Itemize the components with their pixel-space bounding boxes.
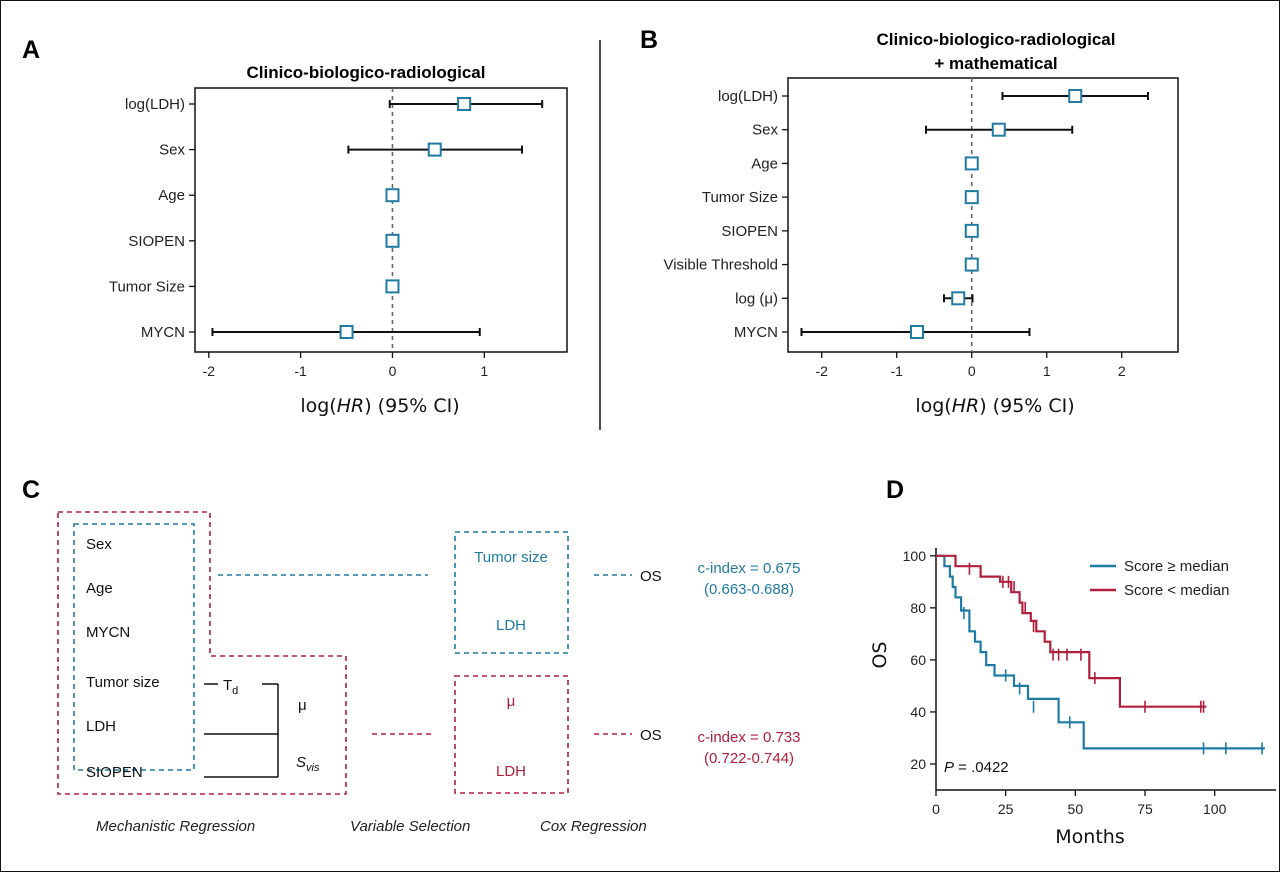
forest-b-estimate-marker (991, 122, 1006, 137)
forest-a-title: Clinico-biologico-radiological (247, 63, 486, 82)
forest-a-x-tick-label: 0 (389, 363, 397, 379)
km-plot: 20 40 60 80 100 0 25 50 75 100 Score ≥ median Scor… (869, 548, 1276, 848)
stage-mechanistic-regression: Mechanistic Regression (96, 818, 255, 835)
red-cindex-ci: (0.722-0.744) (704, 750, 794, 767)
panel-letter-b: B (640, 26, 658, 54)
forest-a-x-tick-label: 1 (480, 363, 488, 379)
panel-letter-d: D (886, 476, 904, 504)
km-legend-label: Score ≥ median (1124, 558, 1229, 575)
forest-b-category-label: Tumor Size (702, 189, 778, 206)
forest-b-x-tick-label: 1 (1043, 363, 1051, 379)
forest-a-estimate-marker (457, 97, 472, 111)
td-label: Td (223, 677, 238, 697)
variable-siopen: SIOPEN (86, 764, 143, 781)
forest-b-x-tick-label: -2 (816, 363, 829, 379)
forest-a-category-label: Tumor Size (109, 278, 185, 295)
blue-os-label: OS (640, 568, 662, 585)
red-selected-ldh: LDH (496, 763, 526, 780)
variable-sex: Sex (86, 536, 112, 553)
forest-b-title: Clinico-biologico-radiological (877, 30, 1116, 49)
forest-a-axes-box (194, 87, 568, 353)
forest-a-estimate-marker (339, 325, 354, 339)
km-ylabel: OS (869, 641, 891, 668)
forest-b-category-label: SIOPEN (721, 223, 778, 240)
forest-a-category-label: Age (158, 187, 185, 204)
forest-b-xlabel: log(HR) (95% CI) (915, 395, 1074, 417)
forest-b-estimate-marker (910, 325, 924, 339)
km-y-tick-label: 100 (903, 548, 927, 564)
variable-age: Age (86, 580, 113, 597)
forest-b-estimate-marker (964, 156, 979, 171)
forest-a-xlabel: log(HR) (95% CI) (300, 395, 459, 417)
forest-b-estimate-marker (964, 190, 979, 205)
forest-b-title-line2: + mathematical (934, 54, 1057, 73)
red-selected-box (454, 675, 569, 794)
forest-a-category-label: log(LDH) (125, 96, 185, 113)
forest-a-estimate-marker (427, 142, 442, 157)
km-p-value: P = .0422 (944, 759, 1009, 776)
forest-a-category-label: SIOPEN (128, 233, 185, 250)
forest-a-x-tick-label: -1 (294, 363, 307, 379)
mu-label: μ (298, 697, 307, 714)
red-selected-mu: μ (507, 693, 516, 710)
blue-variables-box (73, 523, 195, 771)
km-y-tick-label: 20 (910, 756, 926, 772)
km-x-tick-label: 25 (998, 801, 1014, 817)
km-x-tick-label: 75 (1137, 801, 1153, 817)
blue-selected-tumor-size: Tumor size (474, 549, 548, 566)
blue-cindex-ci: (0.663-0.688) (704, 581, 794, 598)
forest-b-category-label: Age (751, 155, 778, 172)
forest-b-x-tick-label: -1 (891, 363, 904, 379)
stage-variable-selection: Variable Selection (350, 818, 470, 835)
variable-mycn: MYCN (86, 624, 130, 641)
km-xlabel: Months (1055, 826, 1124, 848)
forest-b-estimate-marker (964, 223, 979, 238)
forest-b-category-label: log (μ) (735, 290, 778, 307)
km-curve-series-1 (936, 554, 1207, 708)
red-cindex: c-index = 0.733 (698, 729, 801, 746)
forest-b-x-tick-label: 0 (968, 363, 976, 379)
variable-tumor-size: Tumor size (86, 674, 160, 691)
forest-plot-b: Clinico-biologico-radiological + mathema… (663, 30, 1179, 417)
variable-ldh: LDH (86, 718, 116, 735)
km-x-tick-label: 100 (1203, 801, 1227, 817)
forest-b-estimate-marker (1068, 89, 1083, 103)
forest-b-x-tick-label: 2 (1118, 363, 1126, 379)
forest-plot-a: Clinico-biologico-radiological log(LDH) S… (109, 63, 568, 417)
panel-letter-a: A (22, 36, 40, 64)
forest-a-estimate-marker (385, 188, 400, 203)
forest-a-estimate-marker (385, 279, 400, 294)
stage-cox-regression: Cox Regression (540, 818, 647, 835)
red-os-label: OS (640, 727, 662, 744)
forest-b-axes-box (787, 77, 1179, 353)
blue-selected-ldh: LDH (496, 617, 526, 634)
forest-b-category-label: MYCN (734, 324, 778, 341)
svis-label: Svis (296, 754, 320, 774)
km-y-tick-label: 60 (910, 652, 926, 668)
blue-cindex: c-index = 0.675 (698, 560, 801, 577)
forest-a-estimate-marker (385, 233, 400, 248)
forest-b-estimate-marker (964, 257, 979, 272)
km-y-tick-label: 80 (910, 600, 926, 616)
forest-b-category-label: log(LDH) (718, 88, 778, 105)
forest-b-estimate-marker (951, 291, 966, 306)
forest-b-category-label: Sex (752, 122, 778, 139)
panel-letter-c: C (22, 476, 40, 504)
km-curve-series-0 (936, 554, 1265, 750)
model-diagram: Sex Age MYCN Tumor size LDH SIOPEN Td μ … (57, 511, 801, 835)
forest-b-category-label: Visible Threshold (663, 257, 778, 274)
blue-selected-box (454, 531, 569, 654)
km-legend-label: Score < median (1124, 582, 1229, 599)
km-x-tick-label: 50 (1068, 801, 1084, 817)
forest-a-x-tick-label: -2 (203, 363, 216, 379)
km-y-tick-label: 40 (910, 704, 926, 720)
forest-a-category-label: Sex (159, 142, 185, 159)
red-model-outline (57, 511, 347, 795)
km-x-tick-label: 0 (932, 801, 940, 817)
forest-a-category-label: MYCN (141, 324, 185, 341)
